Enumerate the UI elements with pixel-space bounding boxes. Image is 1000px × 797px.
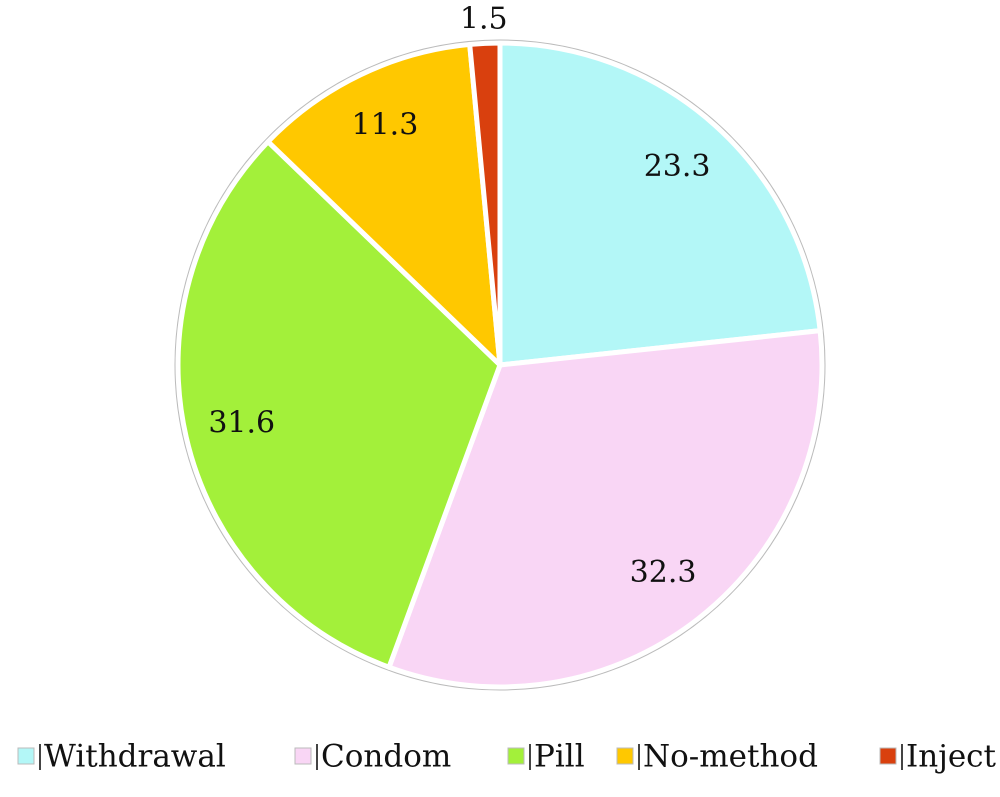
data-label: 1.5 [460, 1, 508, 36]
legend-label: Pill [534, 739, 585, 775]
data-label: 31.6 [208, 405, 275, 440]
pie-slice [467, 40, 503, 368]
data-label: 11.3 [352, 107, 419, 142]
legend-swatch [507, 747, 525, 765]
legend-swatch [294, 747, 312, 765]
legend-swatch [616, 747, 634, 765]
legend-label: No-method [643, 739, 818, 775]
pie-slice [497, 40, 823, 368]
legend-label: Inject [906, 739, 997, 775]
data-label: 32.3 [630, 555, 697, 590]
pie-slice [386, 328, 825, 690]
pie-slice [265, 41, 503, 368]
legend-swatch [879, 747, 897, 765]
legend-label: Withdrawal [44, 739, 226, 775]
data-label: 23.3 [644, 149, 711, 184]
pie-slice [175, 139, 503, 670]
legend-label: Condom [321, 739, 451, 775]
legend-swatch [17, 747, 35, 765]
